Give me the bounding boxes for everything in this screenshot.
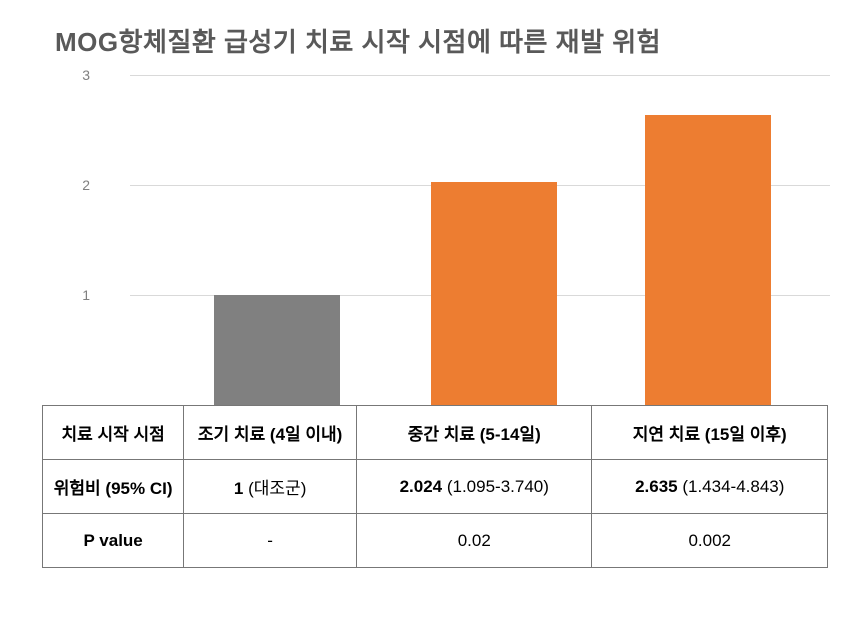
table-row-p: P value - 0.02 0.002 — [43, 514, 828, 568]
hr-mid-value: 2.024 — [400, 477, 443, 496]
plot-area — [130, 75, 830, 405]
hr-late-ci: (1.434-4.843) — [678, 477, 785, 496]
table-row-hr: 위험비 (95% CI) 1 (대조군) 2.024 (1.095-3.740)… — [43, 460, 828, 514]
chart-title: MOG항체질환 급성기 치료 시작 시점에 따른 재발 위험 — [55, 22, 661, 59]
bar — [645, 115, 771, 405]
row-label-p: P value — [43, 514, 184, 568]
data-table-wrap: 치료 시작 시점 조기 치료 (4일 이내) 중간 치료 (5-14일) 지연 … — [42, 405, 828, 568]
hr-late: 2.635 (1.434-4.843) — [592, 460, 828, 514]
bar — [214, 295, 340, 405]
gridline — [130, 75, 830, 76]
th-early: 조기 치료 (4일 이내) — [184, 406, 357, 460]
th-late: 지연 치료 (15일 이후) — [592, 406, 828, 460]
chart-area: 123 — [130, 75, 830, 405]
hr-mid: 2.024 (1.095-3.740) — [356, 460, 592, 514]
p-late: 0.002 — [592, 514, 828, 568]
data-table: 치료 시작 시점 조기 치료 (4일 이내) 중간 치료 (5-14일) 지연 … — [42, 405, 828, 568]
table-header-row: 치료 시작 시점 조기 치료 (4일 이내) 중간 치료 (5-14일) 지연 … — [43, 406, 828, 460]
y-tick: 2 — [60, 177, 90, 193]
hr-late-value: 2.635 — [635, 477, 678, 496]
bar — [431, 182, 557, 405]
hr-early-value: 1 — [234, 479, 243, 498]
p-early: - — [184, 514, 357, 568]
y-tick: 3 — [60, 67, 90, 83]
hr-early: 1 (대조군) — [184, 460, 357, 514]
y-tick: 1 — [60, 287, 90, 303]
row-label-hr: 위험비 (95% CI) — [43, 460, 184, 514]
figure-container: MOG항체질환 급성기 치료 시작 시점에 따른 재발 위험 123 치료 시작… — [0, 0, 851, 620]
th-mid: 중간 치료 (5-14일) — [356, 406, 592, 460]
p-mid: 0.02 — [356, 514, 592, 568]
th-timepoint: 치료 시작 시점 — [43, 406, 184, 460]
hr-early-ci: (대조군) — [243, 479, 306, 498]
hr-mid-ci: (1.095-3.740) — [442, 477, 549, 496]
